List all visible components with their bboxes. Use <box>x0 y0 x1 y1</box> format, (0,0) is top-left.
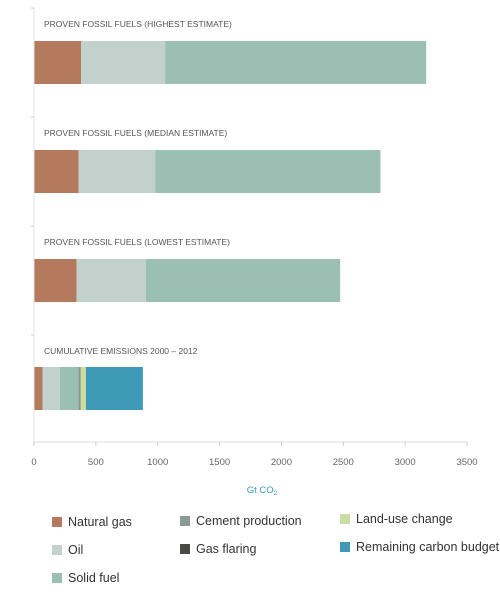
bar-segment <box>78 150 156 193</box>
bar-segment <box>165 41 427 84</box>
bar-segment <box>34 150 79 193</box>
bar-segment <box>79 367 81 410</box>
category-labels: PROVEN FOSSIL FUELS (HIGHEST ESTIMATE) PR… <box>44 19 232 356</box>
bars-layer <box>34 41 427 410</box>
bar-segment <box>81 41 166 84</box>
bar-segment <box>85 367 143 410</box>
bar-segment <box>78 367 80 410</box>
x-tick-label: 1500 <box>209 457 230 468</box>
bar-segment <box>145 259 341 302</box>
x-axis-label: Gt CO2 <box>247 485 278 497</box>
bar-segment <box>59 367 79 410</box>
x-tick-label: 3000 <box>395 457 416 468</box>
bar-segment <box>34 367 43 410</box>
bar-segment <box>42 367 60 410</box>
x-tick-label: 2500 <box>333 457 354 468</box>
bar-segment <box>80 367 86 410</box>
x-tick-label: 2000 <box>271 457 292 468</box>
bar-segment <box>34 41 82 84</box>
x-tick-label: 3500 <box>456 457 477 468</box>
x-tick-label: 500 <box>88 457 104 468</box>
x-tick-label: 0 <box>31 457 36 468</box>
x-axis: 0 500 1000 1500 2000 2500 3000 3500 <box>31 7 478 468</box>
category-label: PROVEN FOSSIL FUELS (HIGHEST ESTIMATE) <box>44 19 232 29</box>
bar-segment <box>155 150 381 193</box>
x-tick-label: 1000 <box>147 457 168 468</box>
category-label: CUMULATIVE EMISSIONS 2000 – 2012 <box>44 346 198 356</box>
bar-segment <box>76 259 146 302</box>
bar-segment <box>34 259 77 302</box>
category-label: PROVEN FOSSIL FUELS (LOWEST ESTIMATE) <box>44 237 230 247</box>
category-label: PROVEN FOSSIL FUELS (MEDIAN ESTIMATE) <box>44 128 227 138</box>
